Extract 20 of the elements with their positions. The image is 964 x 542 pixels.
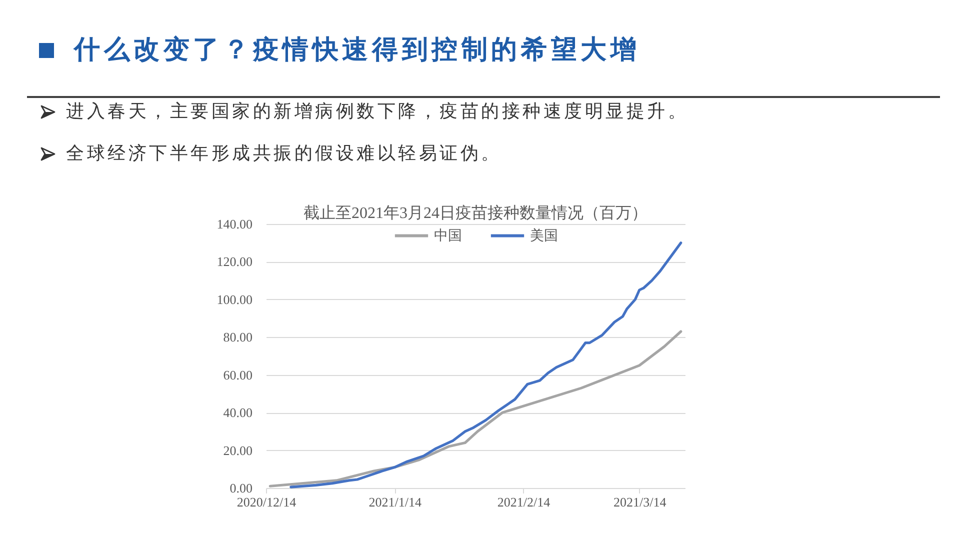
y-tick-label: 40.00: [223, 405, 252, 420]
y-tick-label: 120.00: [216, 254, 252, 270]
y-tick-label: 60.00: [223, 367, 252, 382]
x-tick-label: 2021/2/14: [497, 494, 551, 510]
y-tick-label: 0.00: [230, 480, 252, 496]
y-tick-label: 140.00: [216, 216, 252, 232]
y-tick-label: 100.00: [216, 292, 252, 307]
y-tick-label: 20.00: [223, 442, 252, 458]
line-series: [290, 242, 682, 488]
x-tick-label: 2020/12/14: [236, 494, 297, 510]
legend-label: 美国: [530, 228, 558, 244]
text: 进入春天，主要国家的新增病例数下降，疫苗的接种速度明显提升。: [66, 100, 688, 123]
line-series: [268, 330, 682, 488]
y-tick-label: 80.00: [223, 330, 252, 345]
chart-title: 什么改变了？疫情快速得到控制的希望大增: [74, 34, 640, 67]
text: 全球经济下半年形成共振的假设难以轻易证伪。: [66, 142, 502, 165]
chart-subtitle: 截止至2021年3月24日疫苗接种数量情况（百万）: [304, 204, 648, 222]
x-tick-label: 2021/3/14: [614, 494, 667, 510]
x-tick-label: 2021/1/14: [368, 494, 422, 510]
legend-label: 中国: [434, 228, 462, 244]
